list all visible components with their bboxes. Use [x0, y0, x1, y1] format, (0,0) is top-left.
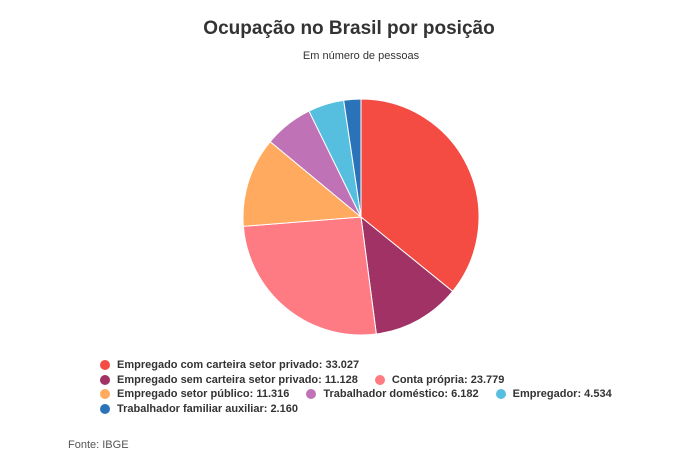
legend-label: Trabalhador familiar auxiliar: 2.160: [117, 402, 298, 415]
pie-slice[interactable]: [242, 216, 377, 336]
legend-dot: [100, 403, 110, 414]
legend-row: Empregado setor público: 11.316 Trabalha…: [100, 387, 660, 402]
pie-slice[interactable]: [343, 98, 362, 218]
legend-label: Empregado sem carteira setor privado: 11…: [117, 373, 358, 386]
legend-dot: [306, 389, 317, 400]
legend-dot: [100, 389, 110, 400]
chart-subtitle: Em número de pessoas: [302, 50, 420, 62]
legend-row: Trabalhador familiar auxiliar: 2.160: [100, 402, 660, 417]
legend-dot: [100, 360, 110, 371]
legend-item[interactable]: Conta própria: 23.779: [374, 373, 505, 388]
legend-item[interactable]: Trabalhador familiar auxiliar: 2.160: [100, 402, 298, 417]
legend-item[interactable]: Empregado sem carteira setor privado: 11…: [100, 373, 358, 388]
legend-item[interactable]: Trabalhador doméstico: 6.182: [306, 387, 479, 402]
source-note: Fonte: IBGE: [68, 439, 129, 451]
legend-label: Empregador: 4.534: [512, 388, 612, 400]
legend-row: Empregado sem carteira setor privado: 11…: [100, 373, 660, 388]
legend-dot: [100, 374, 110, 385]
legend-label: Empregado com carteira setor privado: 33…: [117, 359, 360, 371]
pie-chart: [242, 98, 480, 336]
legend-dot: [374, 374, 385, 385]
legend-item[interactable]: Empregado setor público: 11.316: [100, 387, 289, 402]
legend-item[interactable]: Empregador: 4.534: [495, 387, 612, 402]
pie-slice[interactable]: [360, 215, 454, 335]
pie-slice[interactable]: [242, 140, 363, 227]
chart-title: Ocupação no Brasil por posição: [203, 18, 495, 39]
legend-dot: [495, 389, 506, 400]
pie-slice[interactable]: [360, 98, 480, 293]
legend: Empregado com carteira setor privado: 33…: [100, 358, 660, 416]
legend-label: Trabalhador doméstico: 6.182: [323, 388, 479, 400]
legend-item[interactable]: Empregado com carteira setor privado: 33…: [100, 358, 359, 373]
legend-label: Conta própria: 23.779: [391, 373, 505, 386]
legend-row: Empregado com carteira setor privado: 33…: [100, 358, 660, 373]
legend-label: Empregado setor público: 11.316: [117, 388, 290, 400]
